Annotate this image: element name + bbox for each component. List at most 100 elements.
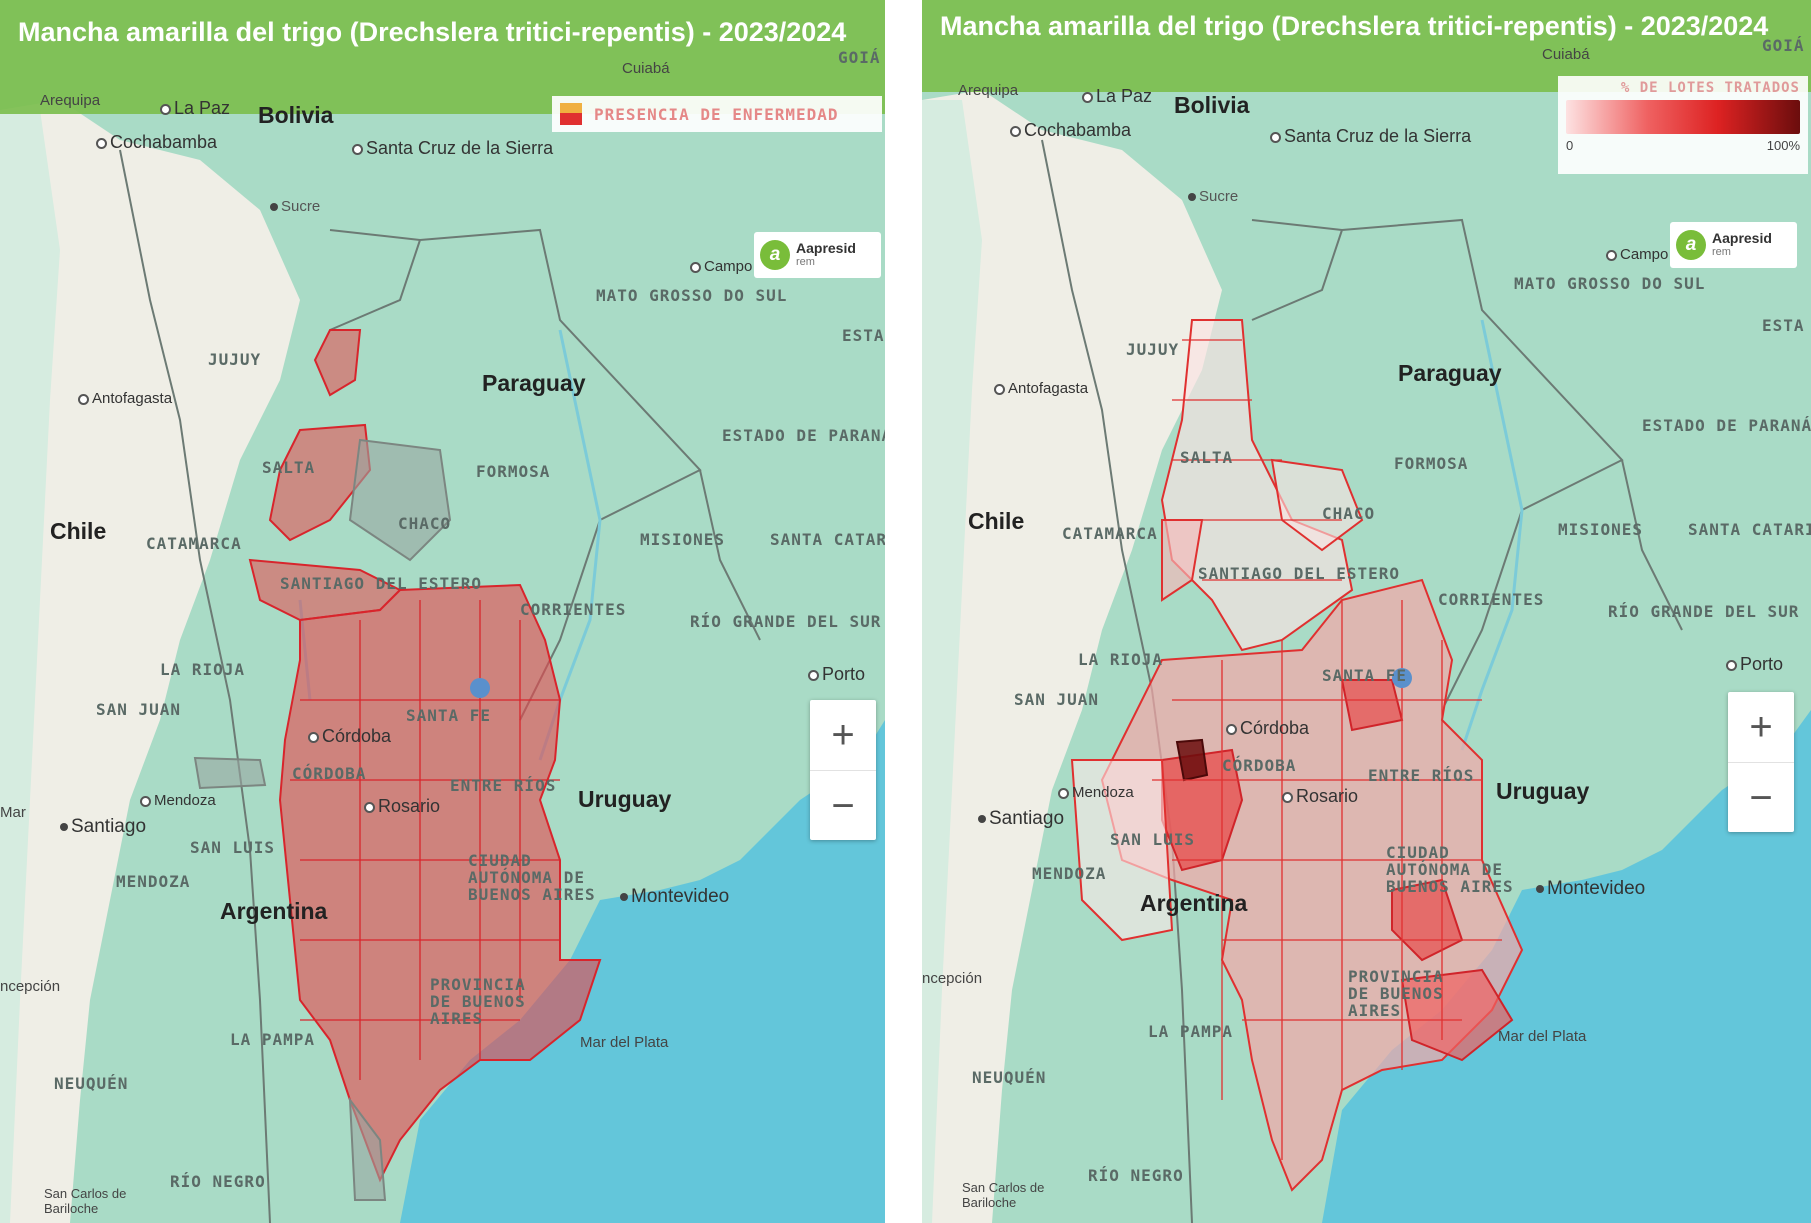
lake	[1392, 668, 1412, 688]
label-rosario: Rosario	[364, 796, 440, 817]
label-chile: Chile	[968, 508, 1025, 534]
label-cuiaba: Cuiabá	[1542, 46, 1590, 63]
label-cordoba-city: Córdoba	[1226, 718, 1309, 739]
label-neuquen: NEUQUÉN	[54, 1074, 129, 1093]
zoom-out-button[interactable]: −	[1749, 775, 1773, 820]
label-uruguay: Uruguay	[578, 786, 672, 812]
label-formosa: FORMOSA	[1394, 454, 1469, 473]
label-estado-parana: ESTADO DE PARANÁ	[722, 426, 885, 445]
label-estado-parana: ESTADO DE PARANÁ	[1642, 416, 1811, 435]
label-la-rioja: LA RIOJA	[160, 660, 246, 679]
label-paraguay: Paraguay	[1398, 360, 1502, 386]
label-cordoba-prov: CÓRDOBA	[1222, 756, 1297, 775]
label-argentina: Argentina	[220, 898, 328, 924]
lake	[470, 678, 490, 698]
legend-label: PRESENCIA DE ENFERMEDAD	[594, 104, 839, 124]
label-argentina: Argentina	[1140, 890, 1248, 916]
label-santa-fe: SANTA FE	[1322, 666, 1408, 685]
label-antofagasta: Antofagasta	[994, 380, 1088, 397]
label-porto: Porto	[808, 664, 865, 685]
label-sao-paulo: ESTA SÃO	[842, 326, 885, 345]
label-porto: Porto	[1726, 654, 1783, 675]
label-bolivia: Bolivia	[1174, 92, 1250, 118]
label-mato-grosso: MATO GROSSO DO SUL	[1514, 274, 1706, 293]
zoom-in-button[interactable]: +	[1728, 692, 1794, 763]
label-arequipa: Arequipa	[958, 82, 1019, 99]
label-concepcion: ncepción	[0, 978, 61, 995]
label-rio-grande: RÍO GRANDE DEL SUR	[690, 612, 882, 631]
label-goia: GOIÁ	[1762, 36, 1805, 55]
label-bolivia: Bolivia	[258, 102, 334, 128]
label-santiago: Santiago	[60, 816, 146, 838]
label-mar-del-plata: Mar del Plata	[1498, 1028, 1587, 1045]
label-san-luis: SAN LUIS	[190, 838, 276, 857]
zoom-in-button[interactable]: +	[810, 700, 876, 771]
land-andes-west	[922, 100, 982, 1223]
label-mendoza-city: Mendoza	[1058, 784, 1134, 801]
label-corrientes: CORRIENTES	[1438, 590, 1545, 609]
label-catamarca: CATAMARCA	[146, 534, 242, 553]
zoom-control: + −	[810, 700, 876, 840]
label-salta: SALTA	[262, 458, 316, 477]
label-santa-cruz: Santa Cruz de la Sierra	[1270, 126, 1471, 147]
label-jujuy: JUJUY	[208, 350, 262, 369]
country-borders	[119, 149, 761, 1223]
label-montevideo: Montevideo	[1536, 878, 1645, 900]
label-arequipa: Arequipa	[40, 92, 101, 109]
logo-name: Aapresid	[796, 240, 856, 256]
label-misiones: MISIONES	[640, 530, 726, 549]
label-mendoza-city: Mendoza	[140, 792, 216, 809]
label-cochabamba: Cochabamba	[96, 132, 217, 153]
label-concepcion: ncepción	[922, 970, 983, 987]
label-cordoba-prov: CÓRDOBA	[292, 764, 367, 783]
legend: PRESENCIA DE ENFERMEDAD	[552, 96, 882, 132]
label-ciudad-ba: CIUDAD AUTÓNOMA DE BUENOS AIRES	[1386, 843, 1514, 896]
label-cuiaba: Cuiabá	[622, 60, 670, 77]
label-chile: Chile	[50, 518, 107, 544]
label-cochabamba: Cochabamba	[1010, 120, 1131, 141]
label-misiones: MISIONES	[1558, 520, 1644, 539]
label-la-paz: La Paz	[160, 98, 230, 119]
map-panel-presence[interactable]: Mancha amarilla del trigo (Drechslera tr…	[0, 0, 885, 1223]
aapresid-logo: a Aapresid rem	[754, 232, 881, 278]
label-provincia-ba: PROVINCIA DE BUENOS AIRES	[430, 975, 526, 1028]
legend-label: % DE LOTES TRATADOS	[1620, 80, 1800, 96]
label-santa-catarina: SANTA CATARINA	[1688, 520, 1811, 539]
label-sucre: Sucre	[1188, 188, 1238, 205]
zoom-out-button[interactable]: −	[831, 783, 855, 828]
label-san-carlos: San Carlos de Bariloche	[962, 1180, 1045, 1210]
label-santa-cruz: Santa Cruz de la Sierra	[352, 138, 553, 159]
map-canvas[interactable]	[922, 0, 1811, 1223]
rivers	[1460, 319, 1524, 751]
label-campo: Campo	[690, 258, 752, 275]
land-desert	[0, 100, 300, 1223]
label-entre-rios: ENTRE RÍOS	[450, 776, 557, 795]
label-neuquen: NEUQUÉN	[972, 1068, 1047, 1087]
map-canvas[interactable]	[0, 0, 885, 1223]
label-antofagasta: Antofagasta	[78, 390, 172, 407]
treated-region	[1070, 319, 1524, 1192]
label-la-rioja: LA RIOJA	[1078, 650, 1164, 669]
label-rio-negro: RÍO NEGRO	[170, 1172, 266, 1191]
label-santa-fe: SANTA FE	[406, 706, 492, 725]
label-mar-del-plata: Mar del Plata	[580, 1034, 669, 1051]
label-montevideo: Montevideo	[620, 886, 729, 908]
label-mar: Mar	[0, 804, 26, 821]
label-san-luis: SAN LUIS	[1110, 830, 1196, 849]
label-corrientes: CORRIENTES	[520, 600, 627, 619]
land-desert	[922, 90, 1222, 1223]
logo-sub: rem	[1712, 246, 1731, 258]
label-formosa: FORMOSA	[476, 462, 551, 481]
label-santiago-estero: SANTIAGO DEL ESTERO	[1198, 564, 1401, 583]
label-salta: SALTA	[1180, 448, 1234, 467]
label-paraguay: Paraguay	[482, 370, 586, 396]
logo-sub: rem	[796, 256, 815, 268]
label-mendoza-prov: MENDOZA	[1032, 864, 1107, 883]
zoom-control: + −	[1728, 692, 1794, 832]
label-la-paz: La Paz	[1082, 86, 1152, 107]
country-borders	[1041, 139, 1683, 1223]
legend: % DE LOTES TRATADOS 0 100%	[1558, 76, 1808, 174]
label-la-pampa: LA PAMPA	[230, 1030, 316, 1049]
aapresid-logo-icon: a	[1676, 230, 1706, 260]
map-panel-treated[interactable]: Mancha amarilla del trigo (Drechslera tr…	[922, 0, 1811, 1223]
